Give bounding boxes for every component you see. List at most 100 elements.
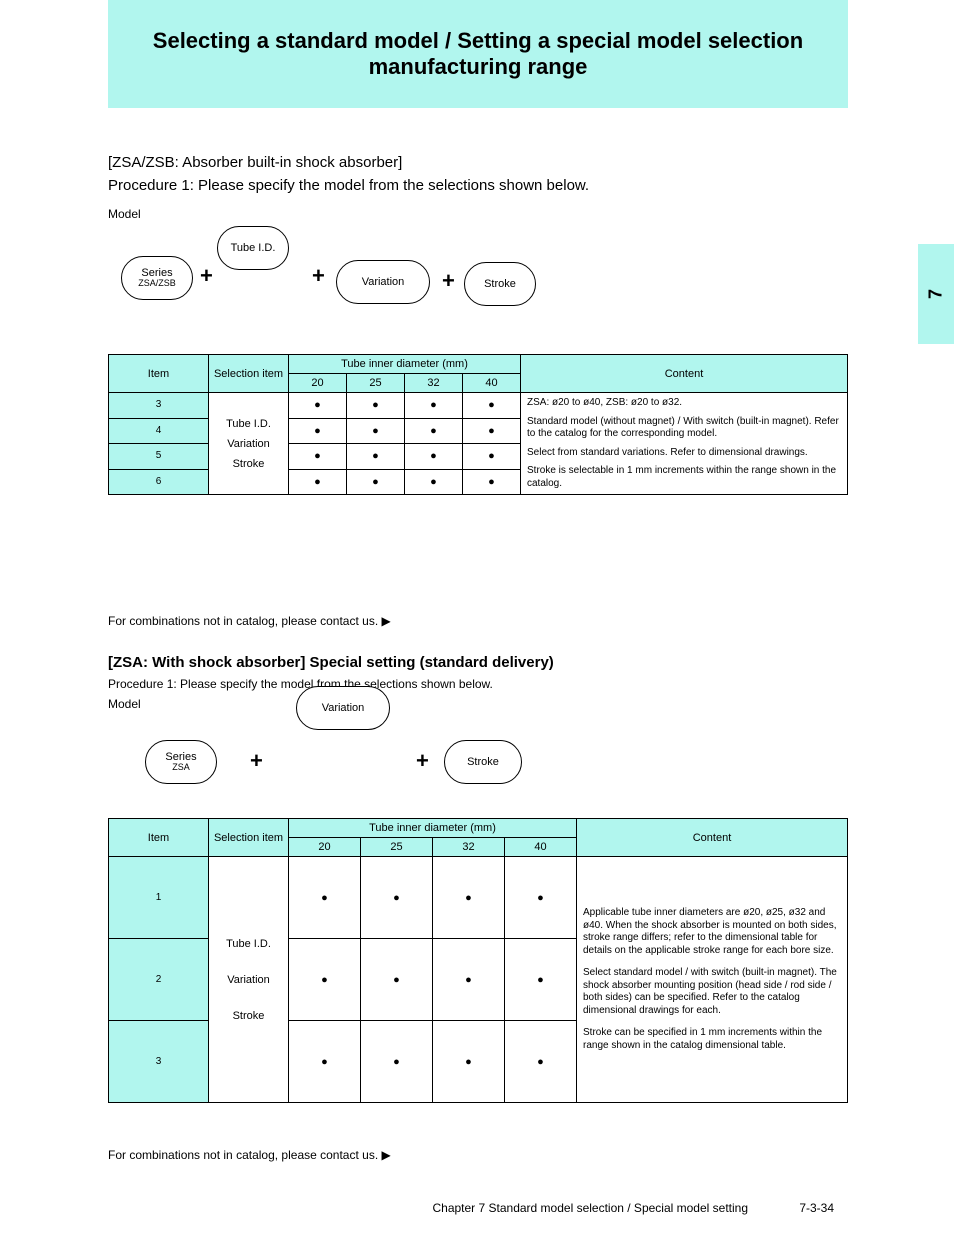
t1r1b1: ● [347,418,405,444]
th-bore-1-2: 32 [405,374,463,393]
pill-stroke-2: Stroke [444,740,522,784]
th-bore-group-1: Tube inner diameter (mm) [289,355,521,374]
t2r2b3: ● [505,1021,577,1103]
t2r2-sel: Stroke [213,1010,284,1022]
pill-series-2-sub: ZSA [165,763,196,773]
th-bore-group-2: Tube inner diameter (mm) [289,819,577,838]
spec-table-2: Item Selection item Tube inner diameter … [108,818,848,1103]
plus-2a: + [250,748,263,774]
t1r2b0: ● [289,444,347,470]
th-content-1: Content [521,355,848,393]
t1r0-content: ZSA: ø20 to ø40, ZSB: ø20 to ø32. [527,397,841,410]
t2r2-content: Stroke can be specified in 1 mm incremen… [583,1027,841,1052]
pill-stroke-1: Stroke [464,262,536,306]
th-content-2: Content [577,819,848,857]
section1-model-label: Model [108,206,848,222]
th-selection-1: Selection item [209,355,289,393]
t1r0b0: ● [289,393,347,419]
pill-variation-2-label: Variation [322,702,365,714]
t1r0b1: ● [347,393,405,419]
pill-series-2: Series ZSA [145,740,217,784]
pill-stroke-1-label: Stroke [484,278,516,290]
table1-row-0: 3 Tube I.D. Variation Stroke ● ● ● ● ZSA… [109,393,848,419]
t1r3b1: ● [347,469,405,495]
t1r0b3: ● [463,393,521,419]
footer-pagecode: 7-3-34 [799,1201,834,1215]
t1-content-merged: ZSA: ø20 to ø40, ZSB: ø20 to ø32. Standa… [521,393,848,495]
t2r0-item: 1 [109,857,209,939]
t2r0-content: Applicable tube inner diameters are ø20,… [583,907,841,957]
t2-content-merged: Applicable tube inner diameters are ø20,… [577,857,848,1103]
t2r0b3: ● [505,857,577,939]
section1-action-line: Procedure 1: Please specify the model fr… [108,175,848,196]
ref-note-1: For combinations not in catalog, please … [108,614,391,628]
table2-row-0: 1 Tube I.D. Variation Stroke ● ● ● ● App… [109,857,848,939]
t2r1b0: ● [289,939,361,1021]
section2-action-line: Procedure 1: Please specify the model fr… [108,676,848,692]
t1r1b0: ● [289,418,347,444]
footer-chapter: Chapter 7 Standard model selection / Spe… [108,1201,748,1215]
t2r1b1: ● [361,939,433,1021]
table2-header-row1: Item Selection item Tube inner diameter … [109,819,848,838]
t1r2-sel: Variation [213,438,284,450]
t2r2b2: ● [433,1021,505,1103]
pill-series-1: Series ZSA/ZSB [121,256,193,300]
plus-1b: + [312,263,325,289]
pill-variation-1: Variation [336,260,430,304]
t1r1b2: ● [405,418,463,444]
title-banner: Selecting a standard model / Setting a s… [108,0,848,108]
t1r3b3: ● [463,469,521,495]
t1r3b2: ● [405,469,463,495]
th-item-1: Item [109,355,209,393]
table1-header-row1: Item Selection item Tube inner diameter … [109,355,848,374]
t1r2b1: ● [347,444,405,470]
t1r0b2: ● [405,393,463,419]
pill-variation-2: Variation [296,686,390,730]
side-tab: 7 [918,244,954,344]
t2r2-item: 3 [109,1021,209,1103]
section1-intro: [ZSA/ZSB: Absorber built-in shock absorb… [108,152,848,196]
t1-sel-merged: Tube I.D. Variation Stroke [209,393,289,495]
ref-note-2-text: For combinations not in catalog, please … [108,1148,391,1162]
t2r0b2: ● [433,857,505,939]
pill-tube-1: Tube I.D. [217,226,289,270]
t1r3b0: ● [289,469,347,495]
t2r1b3: ● [505,939,577,1021]
plus-2b: + [416,748,429,774]
ref-note-1-text: For combinations not in catalog, please … [108,614,391,628]
t1r2b3: ● [463,444,521,470]
th-bore-2-2: 32 [433,838,505,857]
th-bore-1-0: 20 [289,374,347,393]
th-bore-2-1: 25 [361,838,433,857]
t2r1-sel: Variation [213,974,284,986]
th-item-2: Item [109,819,209,857]
section2-heading: [ZSA: With shock absorber] Special setti… [108,654,554,671]
plus-1a: + [200,263,213,289]
t2-sel-merged: Tube I.D. Variation Stroke [209,857,289,1103]
th-selection-2: Selection item [209,819,289,857]
t1r1b3: ● [463,418,521,444]
pill-variation-1-label: Variation [362,276,405,288]
spec-table-1: Item Selection item Tube inner diameter … [108,354,848,495]
plus-1c: + [442,268,455,294]
t1r2-item: 5 [109,444,209,470]
th-bore-1-3: 40 [463,374,521,393]
t2r0-sel: Tube I.D. [213,938,284,950]
th-bore-1-1: 25 [347,374,405,393]
t1r1-content: Standard model (without magnet) / With s… [527,416,841,441]
t2r1b2: ● [433,939,505,1021]
section2-model-label: Model [108,696,848,712]
t2r2b1: ● [361,1021,433,1103]
ref-note-2: For combinations not in catalog, please … [108,1148,391,1162]
section1-product-line: [ZSA/ZSB: Absorber built-in shock absorb… [108,152,848,173]
t1r0-item: 3 [109,393,209,419]
t1r3-item: 6 [109,469,209,495]
t1r3-sel: Stroke [213,458,284,470]
t2r2b0: ● [289,1021,361,1103]
t1r2-content: Select from standard variations. Refer t… [527,447,841,460]
t2r0b1: ● [361,857,433,939]
th-bore-2-3: 40 [505,838,577,857]
t2r0b0: ● [289,857,361,939]
t2r1-item: 2 [109,939,209,1021]
t1r3-content: Stroke is selectable in 1 mm increments … [527,465,841,490]
